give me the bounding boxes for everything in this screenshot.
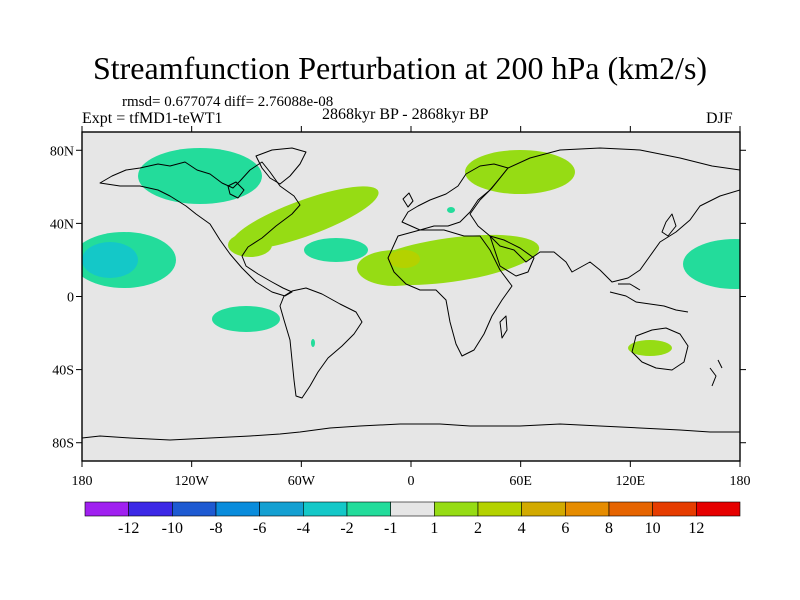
anomaly-scandinavia <box>465 150 575 194</box>
coastline-north-america <box>99 161 301 297</box>
colorbar-swatch <box>434 501 479 517</box>
colorbar-label: -4 <box>297 520 310 537</box>
coastline-asia <box>469 147 740 283</box>
axis-layer: 180 120W 60W 0 60E 120E 180 80N 40N 0 40S 80S <box>50 126 751 489</box>
x-tick-label: 120E <box>616 474 646 489</box>
anomaly-south-pacific <box>212 306 280 332</box>
colorbar-swatch <box>215 501 260 517</box>
colorbar-swatch <box>696 501 741 517</box>
coastline-madagascar <box>499 315 508 339</box>
colorbar: -12 -10 -8 -6 -4 -2 -1 1 2 4 6 8 10 12 <box>84 501 741 537</box>
x-tick-label: 120W <box>175 474 210 489</box>
anomaly-small-atlantic-spot <box>447 207 455 213</box>
colorbar-label: 12 <box>688 520 704 537</box>
coastline-layer <box>82 147 740 441</box>
colorbar-swatch <box>652 501 697 517</box>
colorbar-label: 10 <box>645 520 661 537</box>
anomaly-north-atlantic <box>304 238 368 262</box>
x-tick-label: 180 <box>72 474 93 489</box>
colorbar-label: -1 <box>384 520 397 537</box>
y-tick-label: 80N <box>50 144 74 159</box>
anomaly-canada-greenland <box>138 148 262 204</box>
coastline-australia <box>631 327 689 371</box>
colorbar-label: -12 <box>118 520 139 537</box>
coastline-south-america <box>279 287 363 399</box>
anomaly-east-pacific <box>683 239 740 289</box>
anomaly-eastern-us <box>231 186 379 250</box>
anomaly-west-africa-core <box>388 250 420 268</box>
colorbar-swatch <box>172 501 217 517</box>
coastline-japan <box>661 213 677 237</box>
colorbar-label: 1 <box>430 520 438 537</box>
colorbar-swatch <box>84 501 129 517</box>
anomaly-north-pacific-core <box>82 242 138 278</box>
colorbar-label: -6 <box>253 520 266 537</box>
anomaly-eastern-us-tail <box>228 233 272 257</box>
colorbar-swatch <box>521 501 566 517</box>
colorbar-label: 6 <box>561 520 569 537</box>
colorbar-swatch <box>608 501 653 517</box>
x-tick-label: 60E <box>509 474 532 489</box>
anomaly-layer <box>82 148 740 356</box>
coastline-hudson-bay <box>227 181 245 199</box>
y-tick-label: 40S <box>52 364 74 379</box>
coastline-africa <box>387 229 513 357</box>
x-tick-label: 180 <box>730 474 751 489</box>
colorbar-label: -10 <box>162 520 183 537</box>
coastline-british-isles <box>402 192 414 208</box>
anomaly-australia <box>628 340 672 356</box>
colorbar-swatch <box>477 501 522 517</box>
colorbar-label: 8 <box>605 520 613 537</box>
colorbar-swatch <box>128 501 173 517</box>
experiment-label: Expt = tfMD1-teWT1 <box>82 110 223 127</box>
y-tick-label: 0 <box>67 291 74 306</box>
rmsd-stats: rmsd= 0.677074 diff= 2.76088e-08 <box>122 94 334 110</box>
anomaly-small-south-spot <box>311 339 315 347</box>
season-label: DJF <box>706 110 733 127</box>
x-tick-label: 0 <box>408 474 415 489</box>
colorbar-label: 2 <box>474 520 482 537</box>
coastline-new-zealand <box>709 359 723 387</box>
y-tick-label: 40N <box>50 217 74 232</box>
colorbar-label: -8 <box>209 520 222 537</box>
colorbar-swatch <box>565 501 610 517</box>
y-tick-label: 80S <box>52 437 74 452</box>
colorbar-swatch <box>346 501 391 517</box>
coastline-indonesia <box>609 283 689 313</box>
chart-title: Streamfunction Perturbation at 200 hPa (… <box>92 50 708 86</box>
x-tick-label: 60W <box>288 474 316 489</box>
coastline-antarctica <box>82 423 740 441</box>
colorbar-swatch <box>259 501 304 517</box>
colorbar-swatch <box>390 501 435 517</box>
colorbar-label: 4 <box>518 520 526 537</box>
period-label: 2868kyr BP - 2868kyr BP <box>322 106 489 123</box>
coastline-greenland <box>255 147 307 185</box>
colorbar-swatch <box>303 501 348 517</box>
colorbar-label: -2 <box>340 520 353 537</box>
coastline-arabia <box>489 235 535 277</box>
